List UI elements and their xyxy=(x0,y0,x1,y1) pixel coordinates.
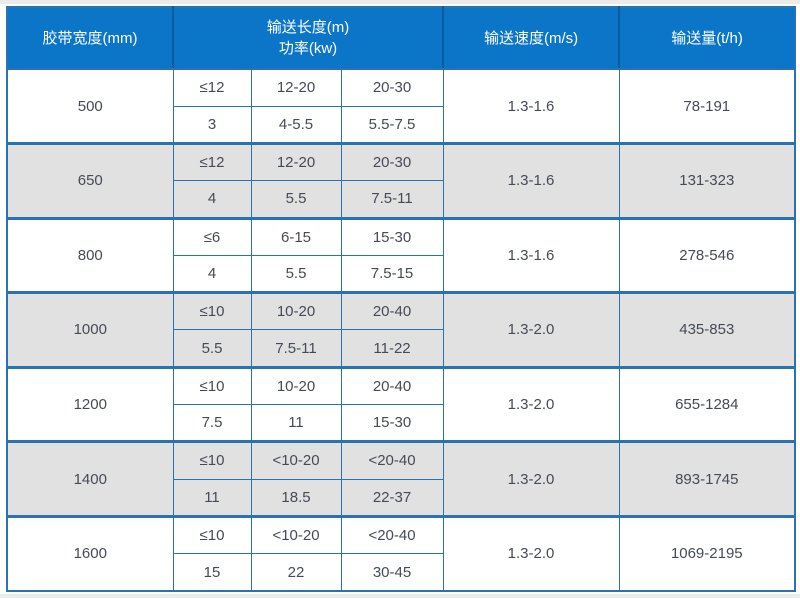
table-row: 500 ≤12 12-20 20-30 1.3-1.6 78-191 xyxy=(6,68,796,145)
power-cell: 7.5-15 xyxy=(340,254,444,294)
table-row: 15 22 30-45 xyxy=(7,553,795,592)
belt-width-cell: 800 xyxy=(6,216,174,294)
belt-width-cell: 1000 xyxy=(6,291,174,368)
length-cell: ≤10 xyxy=(172,440,252,480)
belt-width-cell: 650 xyxy=(6,142,174,219)
table-row: 5.5 7.5-11 11-22 xyxy=(7,329,795,368)
length-cell: 12-20 xyxy=(250,142,342,182)
length-cell: ≤6 xyxy=(172,216,252,256)
length-cell: 6-15 xyxy=(250,216,342,256)
capacity-cell: 1069-2195 xyxy=(618,514,796,592)
bottom-divider xyxy=(0,594,800,598)
power-cell: 11-22 xyxy=(340,329,444,368)
length-cell: ≤10 xyxy=(172,291,252,331)
belt-width-cell: 1400 xyxy=(6,440,174,517)
header-capacity: 输送量(t/h) xyxy=(618,7,796,70)
length-cell: ≤12 xyxy=(172,142,252,182)
table-row: 1400 ≤10 <10-20 <20-40 1.3-2.0 893-1745 xyxy=(6,440,796,517)
power-cell: 15-30 xyxy=(340,404,444,443)
table-row: 1200 ≤10 10-20 20-40 1.3-2.0 655-1284 xyxy=(6,365,796,443)
speed-cell: 1.3-1.6 xyxy=(442,142,620,219)
length-cell: <10-20 xyxy=(250,514,342,555)
belt-width-cell: 500 xyxy=(6,68,174,145)
speed-cell: 1.3-1.6 xyxy=(442,68,620,145)
capacity-cell: 893-1745 xyxy=(618,440,796,517)
capacity-cell: 131-323 xyxy=(618,142,796,219)
power-cell: 18.5 xyxy=(250,478,342,517)
header-length-line: 输送长度(m) xyxy=(266,19,350,36)
length-cell: 20-40 xyxy=(340,291,444,331)
top-divider xyxy=(0,0,800,4)
header-power-line: 功率(kw) xyxy=(278,40,338,57)
length-cell: 10-20 xyxy=(250,291,342,331)
power-cell: 4 xyxy=(172,180,252,219)
header-speed: 输送速度(m/s) xyxy=(442,7,620,70)
length-cell: 20-40 xyxy=(340,365,444,406)
table-row: 7.5 11 15-30 xyxy=(7,404,795,443)
capacity-cell: 655-1284 xyxy=(618,365,796,443)
table-row: 800 ≤6 6-15 15-30 1.3-1.6 278-546 xyxy=(6,216,796,294)
length-cell: <10-20 xyxy=(250,440,342,480)
power-cell: 22 xyxy=(250,553,342,592)
belt-width-cell: 1200 xyxy=(6,365,174,443)
speed-cell: 1.3-1.6 xyxy=(442,216,620,294)
capacity-cell: 278-546 xyxy=(618,216,796,294)
table-row: 11 18.5 22-37 xyxy=(7,478,795,517)
belt-width-cell: 1600 xyxy=(6,514,174,592)
table-row: 650 ≤12 12-20 20-30 1.3-1.6 131-323 xyxy=(6,142,796,219)
table-row: 4 5.5 7.5-11 xyxy=(7,180,795,219)
table-row: 4 5.5 7.5-15 xyxy=(7,254,795,294)
speed-cell: 1.3-2.0 xyxy=(442,440,620,517)
length-cell: <20-40 xyxy=(340,514,444,555)
power-cell: 11 xyxy=(172,478,252,517)
header-length-power: 输送长度(m) 功率(kw) xyxy=(171,7,444,70)
length-cell: ≤10 xyxy=(172,365,252,406)
length-cell: 10-20 xyxy=(250,365,342,406)
header-belt-width: 胶带宽度(mm) xyxy=(7,7,173,70)
power-cell: 5.5-7.5 xyxy=(340,105,444,145)
speed-cell: 1.3-2.0 xyxy=(442,291,620,368)
power-cell: 7.5-11 xyxy=(250,329,342,368)
length-cell: ≤10 xyxy=(172,514,252,555)
table-row: 3 4-5.5 5.5-7.5 xyxy=(7,105,795,145)
length-cell: <20-40 xyxy=(340,440,444,480)
power-cell: 15 xyxy=(172,553,252,592)
power-cell: 5.5 xyxy=(250,254,342,294)
header-row: 胶带宽度(mm) 输送长度(m) 功率(kw) 输送速度(m/s) 输送量(t/… xyxy=(7,7,796,70)
capacity-cell: 435-853 xyxy=(618,291,796,368)
speed-cell: 1.3-2.0 xyxy=(442,365,620,443)
power-cell: 7.5-11 xyxy=(340,180,444,219)
power-cell: 5.5 xyxy=(250,180,342,219)
power-cell: 3 xyxy=(172,105,252,145)
table-row: 1600 ≤10 <10-20 <20-40 1.3-2.0 1069-2195 xyxy=(6,514,796,592)
conveyor-spec-table: 胶带宽度(mm) 输送长度(m) 功率(kw) 输送速度(m/s) 输送量(t/… xyxy=(6,6,797,592)
table-row: 1000 ≤10 10-20 20-40 1.3-2.0 435-853 xyxy=(6,291,796,368)
capacity-cell: 78-191 xyxy=(618,68,796,145)
power-cell: 5.5 xyxy=(172,329,252,368)
length-cell: ≤12 xyxy=(172,68,252,107)
power-cell: 7.5 xyxy=(172,404,252,443)
length-cell: 20-30 xyxy=(340,68,444,107)
power-cell: 22-37 xyxy=(340,478,444,517)
power-cell: 4 xyxy=(172,254,252,294)
length-cell: 20-30 xyxy=(340,142,444,182)
power-cell: 11 xyxy=(250,404,342,443)
power-cell: 30-45 xyxy=(340,553,444,592)
speed-cell: 1.3-2.0 xyxy=(442,514,620,592)
length-cell: 12-20 xyxy=(250,68,342,107)
power-cell: 4-5.5 xyxy=(250,105,342,145)
length-cell: 15-30 xyxy=(340,216,444,256)
